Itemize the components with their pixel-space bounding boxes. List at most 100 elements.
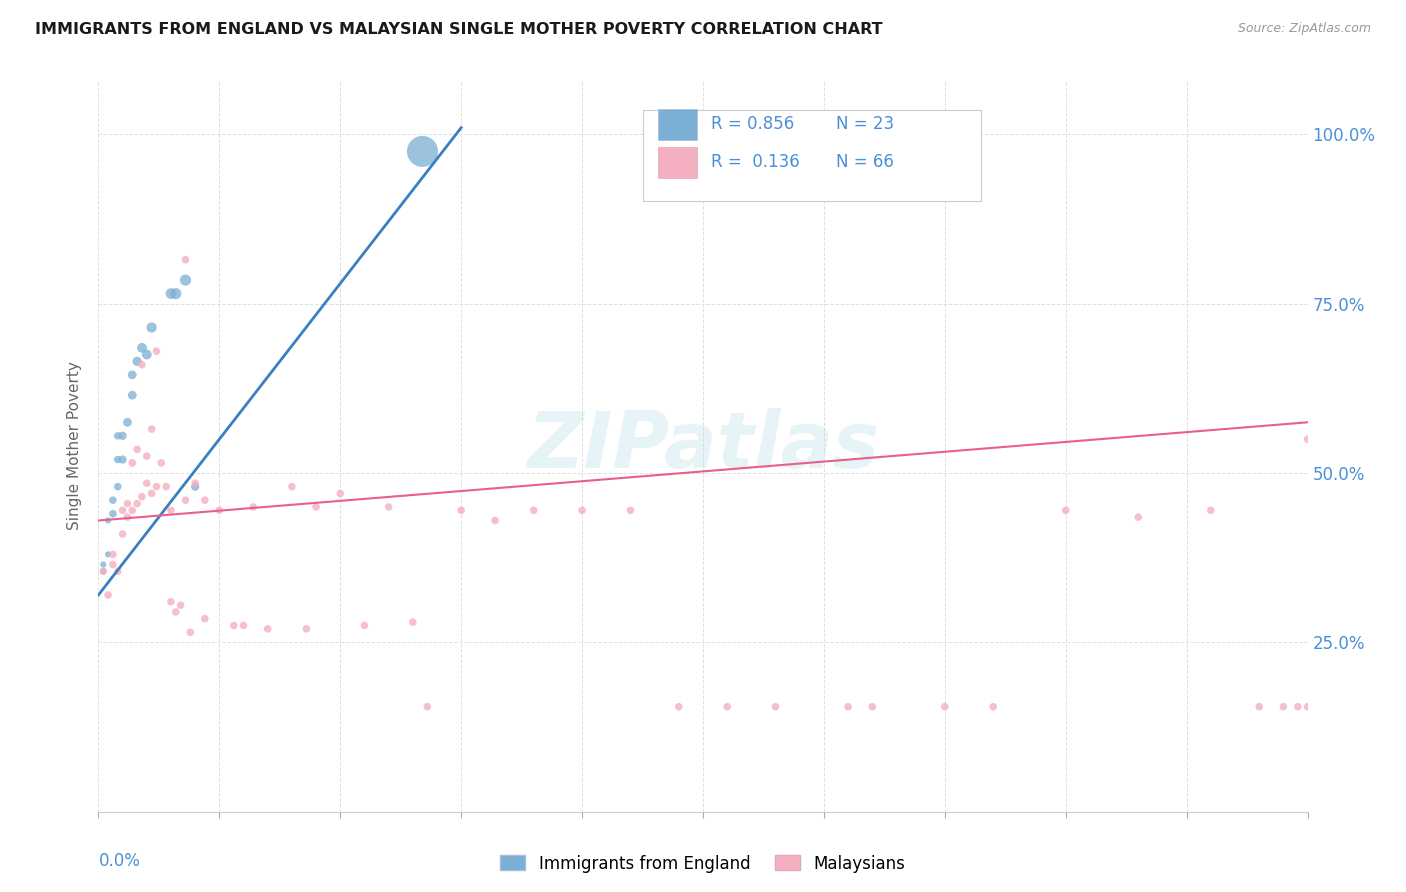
Point [101, 507, 124, 521]
Point [174, 252, 197, 267]
Point [101, 493, 124, 508]
Point [101, 547, 124, 561]
Point [184, 476, 207, 491]
Point [281, 480, 304, 494]
Point [232, 618, 254, 632]
Bar [658, 147, 697, 178]
Point [131, 341, 153, 355]
Point [222, 618, 245, 632]
Text: N = 23: N = 23 [837, 115, 894, 133]
Point [1296, 699, 1319, 714]
Point [111, 452, 134, 467]
Y-axis label: Single Mother Poverty: Single Mother Poverty [67, 361, 83, 531]
Point [121, 503, 143, 517]
Point [107, 429, 129, 443]
Point [91, 564, 114, 578]
Point [1296, 432, 1319, 446]
Point [91, 558, 114, 572]
Point [353, 618, 375, 632]
Point [155, 480, 177, 494]
Point [111, 527, 134, 541]
Point [194, 493, 217, 508]
Point [450, 503, 472, 517]
Point [305, 500, 328, 514]
Point [131, 490, 153, 504]
Point [1249, 699, 1271, 714]
Point [145, 480, 167, 494]
Point [295, 622, 318, 636]
Text: R = 0.856: R = 0.856 [711, 115, 794, 133]
Point [981, 699, 1004, 714]
Point [141, 422, 163, 436]
Point [837, 699, 859, 714]
Point [169, 598, 191, 612]
Point [1272, 699, 1295, 714]
Point [141, 320, 163, 334]
Point [716, 699, 738, 714]
Point [97, 547, 120, 561]
Point [117, 510, 139, 524]
Point [174, 273, 197, 287]
Point [160, 286, 183, 301]
Point [165, 605, 187, 619]
Point [208, 503, 231, 517]
Point [135, 347, 157, 362]
Point [377, 500, 399, 514]
Bar [658, 109, 697, 139]
Point [91, 564, 114, 578]
Legend: Immigrants from England, Malaysians: Immigrants from England, Malaysians [494, 848, 912, 880]
Point [242, 500, 264, 514]
Point [131, 358, 153, 372]
Point [121, 456, 143, 470]
Point [111, 429, 134, 443]
Point [107, 480, 129, 494]
Point [860, 699, 883, 714]
Point [1286, 699, 1309, 714]
Point [107, 564, 129, 578]
Point [411, 145, 433, 159]
Point [97, 588, 120, 602]
Point [523, 503, 546, 517]
Point [135, 476, 157, 491]
FancyBboxPatch shape [643, 110, 981, 201]
Text: ZIPatlas: ZIPatlas [527, 408, 879, 484]
Text: N = 66: N = 66 [837, 153, 894, 171]
Point [184, 480, 207, 494]
Point [1199, 503, 1222, 517]
Point [165, 286, 187, 301]
Point [765, 699, 787, 714]
Text: 0.0%: 0.0% [98, 852, 141, 870]
Point [117, 415, 139, 429]
Point [160, 503, 183, 517]
Point [117, 497, 139, 511]
Point [194, 612, 217, 626]
Text: IMMIGRANTS FROM ENGLAND VS MALAYSIAN SINGLE MOTHER POVERTY CORRELATION CHART: IMMIGRANTS FROM ENGLAND VS MALAYSIAN SIN… [35, 22, 883, 37]
Point [416, 699, 439, 714]
Point [101, 558, 124, 572]
Point [135, 449, 157, 463]
Point [934, 699, 956, 714]
Point [174, 493, 197, 508]
Point [668, 699, 690, 714]
Point [256, 622, 278, 636]
Point [179, 625, 201, 640]
Text: R =  0.136: R = 0.136 [711, 153, 800, 171]
Point [571, 503, 593, 517]
Point [121, 368, 143, 382]
Point [329, 486, 352, 500]
Point [160, 595, 183, 609]
Point [150, 456, 173, 470]
Point [111, 503, 134, 517]
Point [402, 615, 425, 629]
Text: Source: ZipAtlas.com: Source: ZipAtlas.com [1237, 22, 1371, 36]
Point [1054, 503, 1077, 517]
Point [619, 503, 641, 517]
Point [1128, 510, 1150, 524]
Point [127, 354, 149, 368]
Point [484, 514, 506, 528]
Point [107, 452, 129, 467]
Point [97, 514, 120, 528]
Point [121, 388, 143, 402]
Point [141, 486, 163, 500]
Point [145, 344, 167, 359]
